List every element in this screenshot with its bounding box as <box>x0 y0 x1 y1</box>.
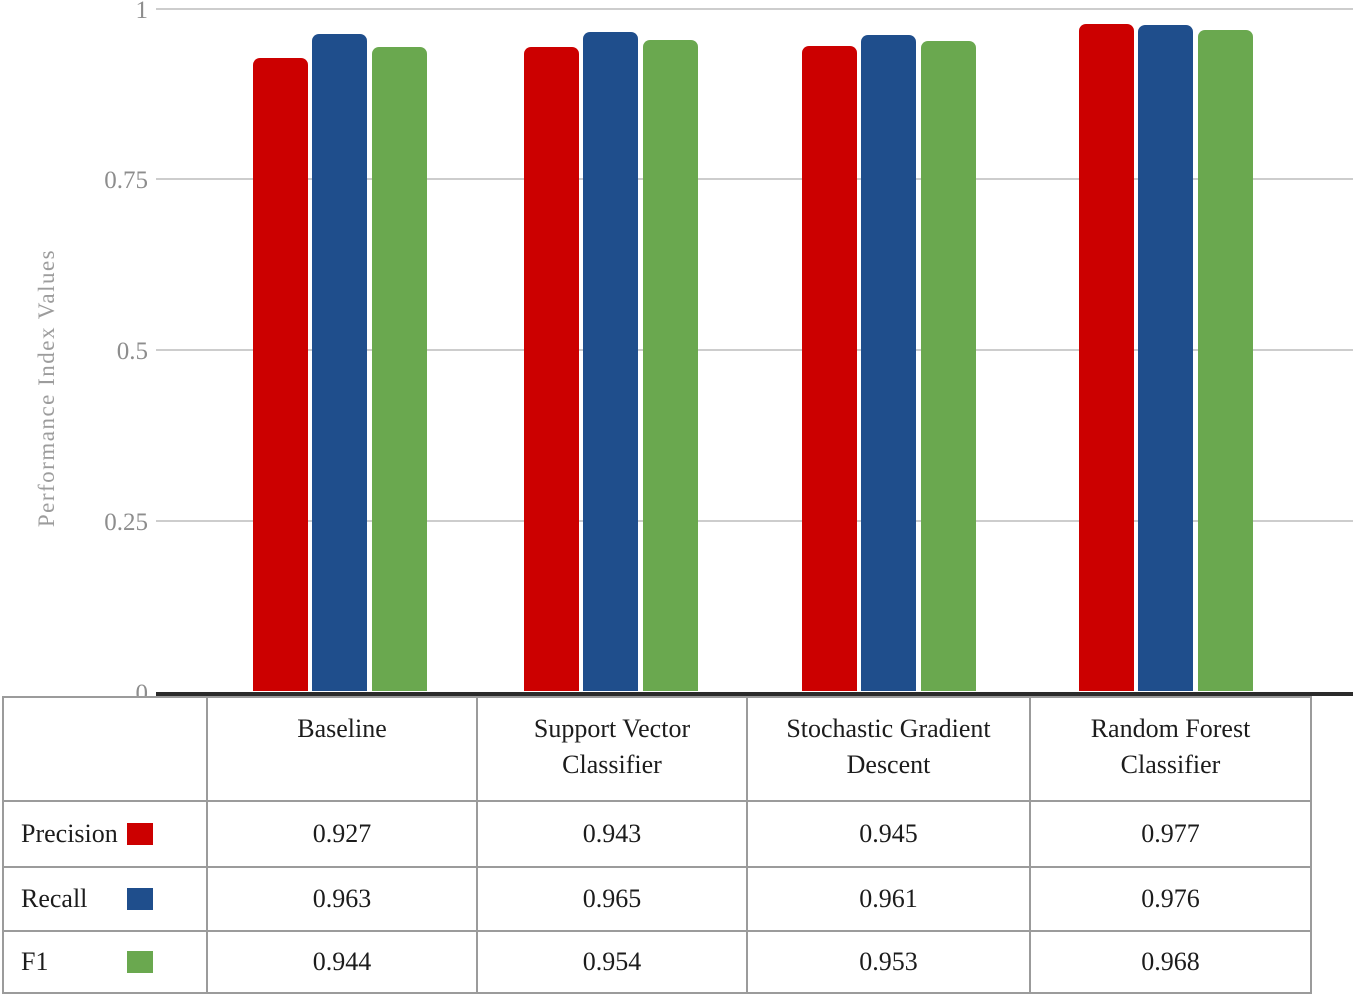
precision-swatch-icon <box>127 823 153 845</box>
column-header-random-forest-classifier: Random Forest Classifier <box>1029 696 1312 802</box>
y-tick-label-0.25: 0.25 <box>104 508 148 536</box>
value-cell-precision-baseline: 0.927 <box>206 800 478 868</box>
bar-precision-support-vector-classifier <box>523 47 579 692</box>
value-cell-f1-stochastic-gradient-descent: 0.953 <box>746 930 1031 994</box>
column-header-stochastic-gradient-descent: Stochastic Gradient Descent <box>746 696 1031 802</box>
y-axis-title: Performance Index Values <box>34 248 59 528</box>
legend-cell-f1: F1 <box>2 930 208 994</box>
value-cell-recall-baseline: 0.963 <box>206 866 478 932</box>
gridline-0.25 <box>156 519 1353 522</box>
table-ghost-cell <box>2 696 208 802</box>
gridline-0.5 <box>156 349 1353 351</box>
value-cell-recall-support-vector-classifier: 0.965 <box>476 866 748 932</box>
bar-f1-stochastic-gradient-descent <box>920 40 976 692</box>
y-tick-label-1: 1 <box>135 0 149 24</box>
value-cell-f1-baseline: 0.944 <box>206 930 478 994</box>
results-table: Baseline Support Vector Classifier Stochas… <box>2 696 1312 994</box>
bar-recall-stochastic-gradient-descent <box>861 35 916 692</box>
bar-f1-random-forest-classifier <box>1197 30 1253 692</box>
value-cell-f1-random-forest-classifier: 0.968 <box>1029 930 1312 994</box>
value-cell-precision-random-forest-classifier: 0.977 <box>1029 800 1312 868</box>
series-label-precision: Precision <box>21 819 118 848</box>
bar-recall-support-vector-classifier <box>583 32 638 692</box>
value-cell-precision-stochastic-gradient-descent: 0.945 <box>746 800 1031 868</box>
legend-cell-precision: Precision <box>2 800 208 868</box>
y-tick-label-0.75: 0.75 <box>104 167 148 195</box>
f1-swatch-icon <box>127 951 153 973</box>
y-tick-label-0.5: 0.5 <box>116 338 148 365</box>
legend-cell-recall: Recall <box>2 866 208 932</box>
table-row-precision: Precision 0.927 0.943 0.945 0.977 <box>2 800 1312 868</box>
gridline-0.75 <box>156 178 1353 181</box>
gridline-1 <box>156 7 1353 10</box>
bar-precision-random-forest-classifier <box>1078 24 1134 692</box>
x-axis-line <box>156 692 1353 696</box>
value-cell-precision-support-vector-classifier: 0.943 <box>476 800 748 868</box>
series-label-f1: F1 <box>21 947 49 976</box>
series-label-recall: Recall <box>21 884 88 913</box>
column-header-support-vector-classifier: Support Vector Classifier <box>476 696 748 802</box>
value-cell-recall-stochastic-gradient-descent: 0.961 <box>746 866 1031 932</box>
bar-precision-baseline <box>252 58 308 692</box>
bar-precision-stochastic-gradient-descent <box>801 46 857 692</box>
bar-f1-baseline <box>371 46 427 692</box>
value-cell-recall-random-forest-classifier: 0.976 <box>1029 866 1312 932</box>
bar-recall-baseline <box>312 33 367 692</box>
column-header-baseline: Baseline <box>206 696 478 802</box>
bar-f1-support-vector-classifier <box>642 39 698 692</box>
bar-recall-random-forest-classifier <box>1138 24 1193 692</box>
table-row-recall: Recall 0.963 0.965 0.961 0.976 <box>2 866 1312 932</box>
table-row-f1: F1 0.944 0.954 0.953 0.968 <box>2 930 1312 994</box>
recall-swatch-icon <box>127 888 153 910</box>
value-cell-f1-support-vector-classifier: 0.954 <box>476 930 748 994</box>
